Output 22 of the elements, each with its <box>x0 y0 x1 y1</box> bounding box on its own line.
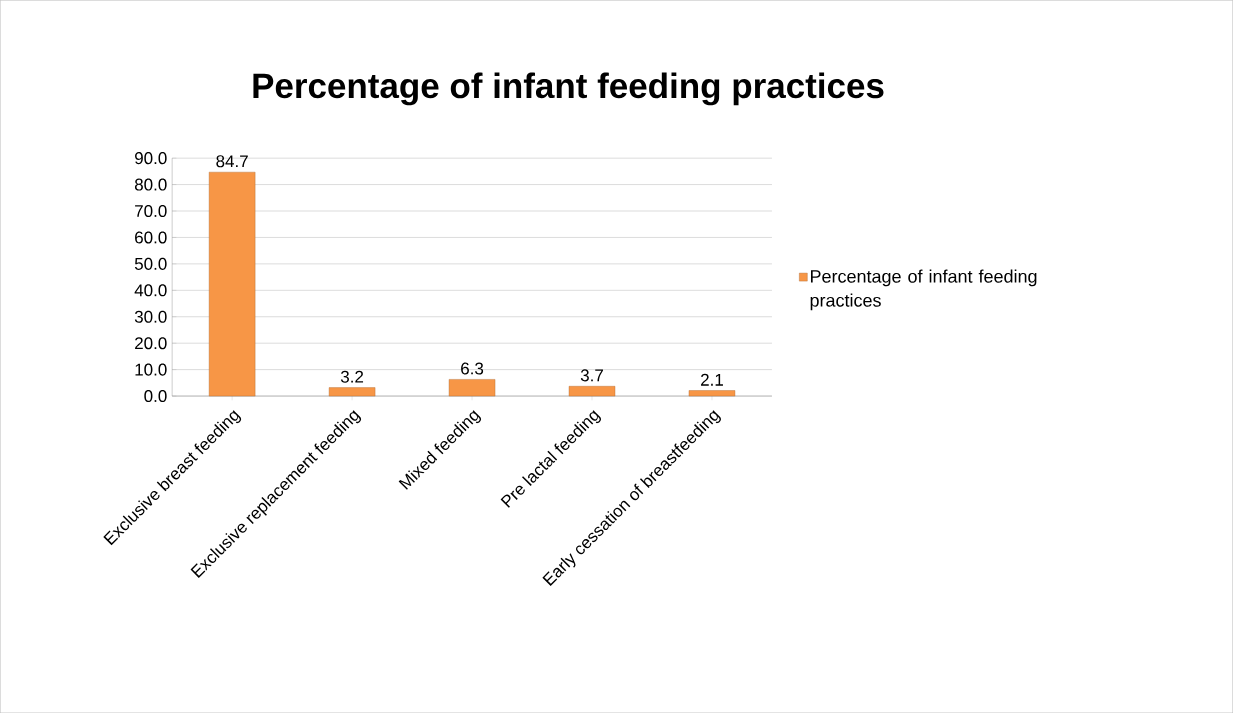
y-tick-label: 30.0 <box>134 310 167 323</box>
data-label: 3.7 <box>580 369 603 382</box>
y-tick-label: 80.0 <box>134 178 167 191</box>
y-tick-label: 0.0 <box>144 389 167 402</box>
bar <box>448 379 496 397</box>
y-tick-label: 70.0 <box>135 204 167 217</box>
y-tick-label: 50.0 <box>134 257 167 270</box>
bar <box>328 387 376 397</box>
y-tick-label: 60.0 <box>135 231 167 244</box>
bar <box>688 390 736 397</box>
bar <box>208 171 256 397</box>
data-label: 3.2 <box>340 370 364 383</box>
y-tick-label: 20.0 <box>135 337 167 350</box>
chart-title: Percentage of infant feeding practices <box>253 72 884 106</box>
legend-label: Percentage of infant feeding practices <box>810 269 1037 311</box>
data-label: 6.3 <box>461 362 484 375</box>
y-tick-label: 10.0 <box>135 363 167 376</box>
y-tick-label: 90.0 <box>135 152 167 165</box>
data-label: 2.1 <box>701 373 723 386</box>
bar <box>568 386 616 397</box>
y-tick-label: 40.0 <box>134 284 167 297</box>
data-label: 84.7 <box>216 155 248 168</box>
